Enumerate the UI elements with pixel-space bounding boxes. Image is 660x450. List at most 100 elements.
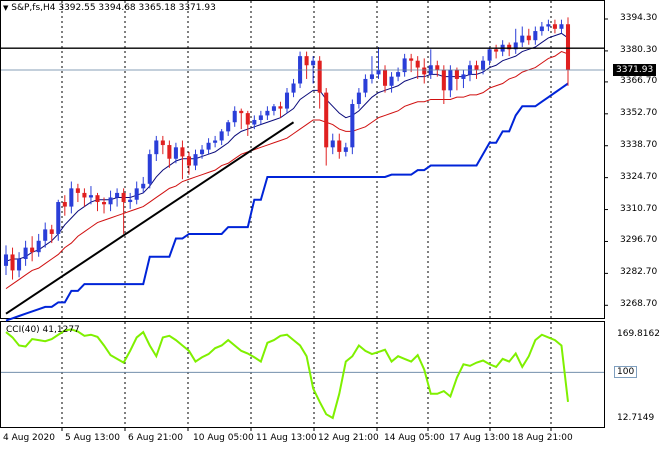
candle-body bbox=[409, 58, 414, 61]
candle-body bbox=[304, 56, 309, 66]
price-axis-label: 3366.70 bbox=[620, 75, 658, 86]
candle-body bbox=[62, 202, 67, 207]
candle-body bbox=[213, 140, 218, 143]
candle-body bbox=[559, 24, 564, 29]
candle-body bbox=[115, 192, 120, 198]
cci-line bbox=[1, 328, 604, 420]
candle-body bbox=[343, 147, 348, 152]
moving-averages bbox=[5, 32, 569, 290]
candle-body bbox=[128, 199, 133, 203]
candle-body bbox=[454, 69, 459, 79]
candle-body bbox=[337, 140, 342, 152]
candle-body bbox=[265, 110, 270, 116]
candle-body bbox=[461, 74, 466, 79]
channel-polyline bbox=[5, 82, 569, 322]
candle-body bbox=[101, 202, 107, 205]
candle-body bbox=[369, 74, 374, 79]
candle-body bbox=[56, 202, 61, 234]
cci-header: CCI(40) 41,1277 bbox=[6, 325, 80, 335]
candle-body bbox=[36, 240, 41, 253]
price-axis-label: 3338.70 bbox=[620, 139, 658, 150]
candlesticks bbox=[3, 17, 571, 280]
candle-body bbox=[121, 192, 126, 203]
candle-body bbox=[75, 188, 80, 193]
candle-body bbox=[134, 188, 139, 200]
candle-body bbox=[284, 92, 290, 109]
time-axis-label: 18 Aug 21:00 bbox=[512, 433, 573, 443]
candle-body bbox=[95, 195, 100, 203]
candle-body bbox=[507, 44, 512, 50]
price-axis-label: 3296.70 bbox=[620, 235, 658, 246]
cci-axis-label: 169.8162 bbox=[617, 328, 660, 339]
candle-body bbox=[69, 188, 74, 207]
candle-body bbox=[481, 60, 486, 70]
candle-body bbox=[141, 183, 146, 189]
candle-body bbox=[88, 195, 93, 198]
candle-body bbox=[533, 31, 538, 41]
candle-body bbox=[396, 72, 401, 77]
candle-body bbox=[330, 140, 335, 148]
candle-body bbox=[311, 60, 316, 66]
candle-body bbox=[200, 149, 205, 155]
candle-body bbox=[520, 35, 525, 43]
candle-body bbox=[402, 58, 407, 73]
price-axis-label: 3394.30 bbox=[620, 12, 658, 23]
candle-body bbox=[422, 67, 427, 75]
drawn-lines bbox=[1, 47, 604, 315]
candle-body bbox=[17, 259, 22, 271]
candle-body bbox=[487, 49, 492, 61]
trend-line bbox=[5, 121, 295, 315]
price-axis-label: 3282.70 bbox=[620, 267, 658, 278]
candle-body bbox=[389, 76, 394, 86]
candle-body bbox=[245, 113, 250, 125]
candle-body bbox=[415, 60, 420, 68]
collapse-triangle-icon[interactable]: ▼ bbox=[3, 4, 9, 12]
candle-body bbox=[49, 229, 54, 234]
time-axis-label: 17 Aug 13:00 bbox=[449, 433, 510, 443]
candle-body bbox=[82, 192, 87, 198]
candle-body bbox=[435, 65, 440, 70]
chart-header: ▼ S&P,fs,H4 3392.55 3394.68 3365.18 3371… bbox=[3, 3, 216, 13]
candle-body bbox=[271, 106, 276, 111]
candle-body bbox=[180, 147, 185, 157]
candle-body bbox=[193, 154, 198, 166]
price-axis-label: 3324.70 bbox=[620, 171, 658, 182]
price-axis-label: 3352.70 bbox=[620, 107, 658, 118]
candle-body bbox=[474, 65, 479, 70]
candle-body bbox=[441, 69, 446, 91]
candle-body bbox=[219, 131, 224, 141]
candle-body bbox=[160, 140, 165, 146]
current-price-tag: 3371.93 bbox=[613, 63, 657, 76]
candle-body bbox=[10, 254, 15, 271]
channel-line bbox=[5, 82, 569, 322]
candle-body bbox=[565, 24, 571, 70]
candle-body bbox=[173, 147, 178, 159]
cci-axis-label: 12.7149 bbox=[617, 413, 655, 424]
candle-body bbox=[494, 49, 499, 52]
candle-body bbox=[147, 154, 152, 184]
candle-body bbox=[448, 69, 453, 91]
candle-body bbox=[30, 247, 35, 253]
candle-body bbox=[186, 156, 192, 166]
candle-body bbox=[3, 254, 9, 266]
candle-body bbox=[539, 26, 544, 32]
cci-axis-label: 100 bbox=[614, 366, 638, 379]
candle-body bbox=[526, 35, 531, 41]
candle-body bbox=[350, 104, 355, 148]
candle-body bbox=[226, 122, 231, 132]
time-axis-label: 12 Aug 21:00 bbox=[318, 433, 379, 443]
price-axis-label: 3268.70 bbox=[620, 299, 658, 310]
axis-ticks bbox=[61, 18, 608, 431]
candle-body bbox=[258, 115, 263, 120]
cci-polyline bbox=[5, 328, 569, 420]
candle-body bbox=[291, 83, 296, 93]
candle-body bbox=[552, 24, 557, 29]
candle-body bbox=[239, 110, 244, 114]
candle-body bbox=[23, 247, 28, 260]
candle-body bbox=[324, 92, 329, 148]
time-axis-label: 10 Aug 05:00 bbox=[193, 433, 254, 443]
candle-body bbox=[363, 78, 368, 93]
time-axis-label: 11 Aug 13:00 bbox=[256, 433, 317, 443]
